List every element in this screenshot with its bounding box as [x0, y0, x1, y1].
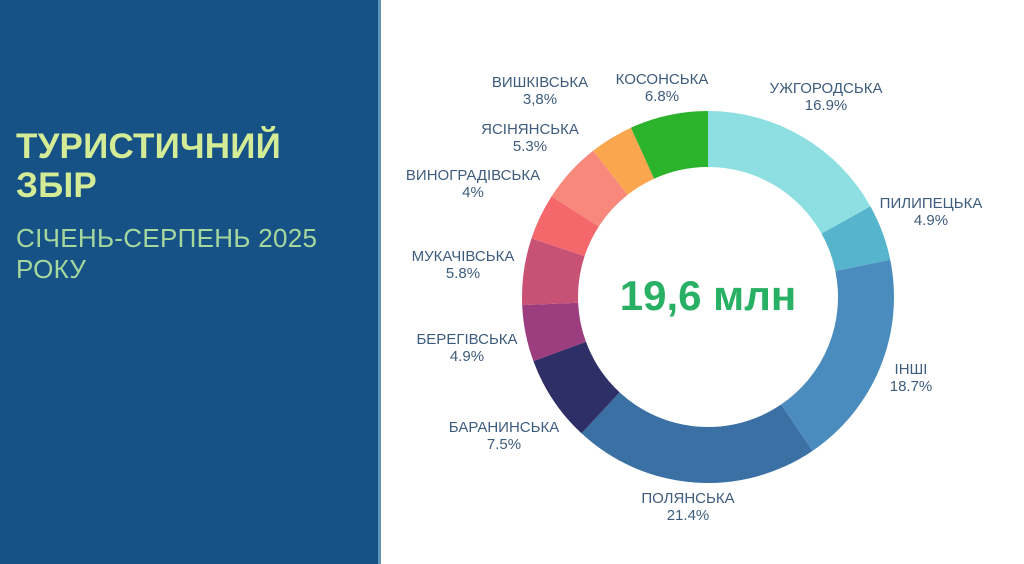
slice-pct: 3,8% [522, 91, 558, 108]
slice-name: ІНШІ [894, 361, 928, 378]
slice-label: УЖГОРОДСЬКА 16.9% [770, 80, 883, 114]
slice-label: ПОЛЯНСЬКА 21.4% [641, 490, 734, 524]
slice-name: ЯСІНЯНСЬКА [481, 121, 579, 138]
slice-name: МУКАЧІВСЬКА [411, 248, 515, 265]
slice-name: ВИШКІВСЬКА [491, 74, 589, 91]
slice-name: БЕРЕГІВСЬКА [416, 331, 518, 348]
slice-pct: 4% [462, 184, 484, 201]
panel-divider [378, 0, 381, 564]
slice-name: КОСОНСЬКА [615, 71, 709, 88]
slice-name: ПОЛЯНСЬКА [641, 490, 735, 507]
slice-label: КОСОНСЬКА 6.8% [616, 71, 709, 105]
page-title: ТУРИСТИЧНИЙ ЗБІР [16, 127, 281, 205]
chart-center-value: 19,6 млн [619, 272, 797, 319]
left-panel: ТУРИСТИЧНИЙ ЗБІР СІЧЕНЬ-СЕРПЕНЬ 2025 РОК… [0, 0, 378, 564]
slice-name: ПИЛИПЕЦЬКА [879, 195, 983, 212]
slice-label: ЯСІНЯНСЬКА 5.3% [481, 121, 579, 155]
slice-pct: 5.8% [445, 265, 481, 282]
slice-name: ВИНОГРАДІВСЬКА [405, 167, 541, 184]
slice-label: ВИНОГРАДІВСЬКА 4% [406, 167, 540, 201]
slice-pct: 4.9% [913, 212, 949, 229]
slice-pct: 18.7% [889, 378, 933, 395]
slice-label: ВИШКІВСЬКА 3,8% [492, 74, 588, 108]
slice-pct: 21.4% [666, 507, 710, 524]
slice-pct: 5.3% [512, 138, 548, 155]
slice-pct: 4.9% [449, 348, 485, 365]
slice-label: ПИЛИПЕЦЬКА 4.9% [880, 195, 983, 229]
slice-label: БАРАНИНСЬКА 7.5% [449, 419, 559, 453]
slice-label: БЕРЕГІВСЬКА 4.9% [416, 331, 517, 365]
page-subtitle: СІЧЕНЬ-СЕРПЕНЬ 2025 РОКУ [16, 223, 318, 284]
slice-name: БАРАНИНСЬКА [448, 419, 560, 436]
slice-pct: 6.8% [644, 88, 680, 105]
slice-label: МУКАЧІВСЬКА 5.8% [412, 248, 515, 282]
slice-pct: 7.5% [486, 436, 522, 453]
slice-pct: 16.9% [804, 97, 848, 114]
slice-name: УЖГОРОДСЬКА [769, 80, 883, 97]
slice-label: ІНШІ 18.7% [890, 361, 933, 395]
